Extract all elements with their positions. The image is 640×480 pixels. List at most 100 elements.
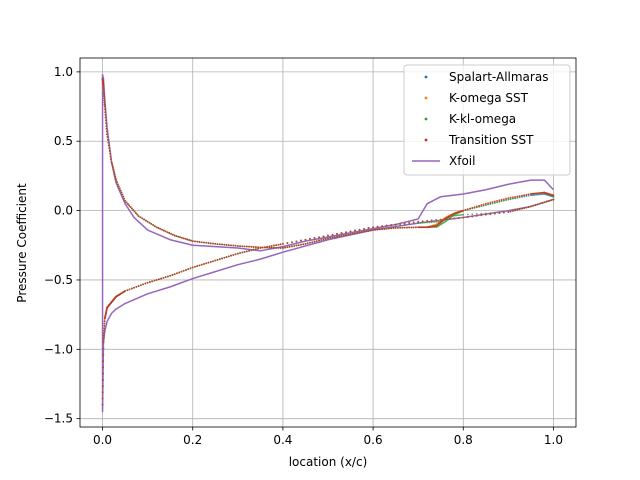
data-point [297,244,300,247]
data-point [534,194,536,196]
data-point [103,329,106,332]
ticks: 0.0 0.2 0.4 0.6 0.8 1.0 −1.5 −1.0 −0.5 0.0 0.5 1.0 [44,65,563,447]
data-point [248,245,250,248]
data-point [452,214,455,217]
data-point [345,234,347,236]
data-point [137,285,140,287]
data-point [108,150,111,152]
data-point [505,199,508,201]
data-point [525,206,528,209]
data-point [464,209,467,211]
data-point [175,235,178,238]
data-point [534,192,536,195]
data-point [500,200,503,203]
data-point [480,214,483,217]
y-tick-label: −1.5 [44,412,73,426]
data-point [347,233,350,236]
data-point [480,212,483,215]
data-point [502,199,505,202]
data-point [532,204,535,207]
data-point [252,246,255,248]
data-point [327,234,329,237]
data-point [531,194,534,197]
data-point [372,226,374,229]
data-point [417,220,420,223]
data-point [162,229,165,232]
data-point [230,254,232,257]
x-tick-label: 0.2 [183,433,202,447]
data-point [181,236,183,239]
data-point [331,236,334,239]
data-point [552,194,555,197]
data-point [333,236,336,238]
data-point [354,232,356,235]
data-point [112,166,114,169]
data-point [275,246,278,249]
data-point [102,353,105,356]
data-point [142,283,145,286]
data-point [363,230,365,233]
data-point [421,220,424,223]
data-point [270,246,273,249]
data-point [125,201,128,204]
data-point [102,91,105,93]
data-point [448,217,451,220]
data-point [139,216,142,219]
data-point [543,201,546,204]
data-point [103,324,106,327]
data-point [279,247,282,249]
data-point [146,220,149,223]
data-point [218,258,221,261]
data-point [433,221,435,224]
data-point [461,213,463,216]
data-point [520,194,523,197]
data-point [103,105,106,108]
data-point [108,147,111,150]
data-point [473,206,476,209]
data-point [133,286,136,289]
data-point [122,195,125,198]
legend-swatch [424,117,428,121]
data-point [324,237,327,240]
data-point [110,158,113,161]
data-point [159,228,162,230]
data-point [123,197,126,200]
data-point [239,245,241,248]
data-point [540,191,543,194]
data-point [531,192,534,195]
data-point [103,320,106,323]
data-point [236,245,239,247]
data-point [313,240,316,243]
data-point [454,214,457,217]
data-point [401,226,404,229]
data-point [126,203,129,205]
data-point [190,239,192,242]
data-point [539,192,542,194]
data-point [203,263,205,265]
data-point [135,212,137,214]
data-point [516,195,519,198]
data-point [322,238,325,241]
data-point [230,244,232,247]
data-point [288,245,291,248]
data-point [130,287,133,290]
data-point [250,249,253,252]
data-point [381,228,384,231]
data-point [173,234,176,237]
data-point [532,194,535,196]
data-point [272,246,275,249]
data-point [268,245,271,248]
data-point [124,199,126,202]
data-point [462,213,465,216]
data-point [277,243,280,246]
data-point [309,241,311,244]
data-point [456,214,459,217]
data-point [101,397,104,400]
data-point [498,199,501,202]
data-point [535,192,538,195]
data-point [109,152,112,155]
data-point [471,213,474,216]
y-tick-label: 0.5 [54,134,73,148]
data-point [291,245,293,248]
data-point [349,230,352,233]
